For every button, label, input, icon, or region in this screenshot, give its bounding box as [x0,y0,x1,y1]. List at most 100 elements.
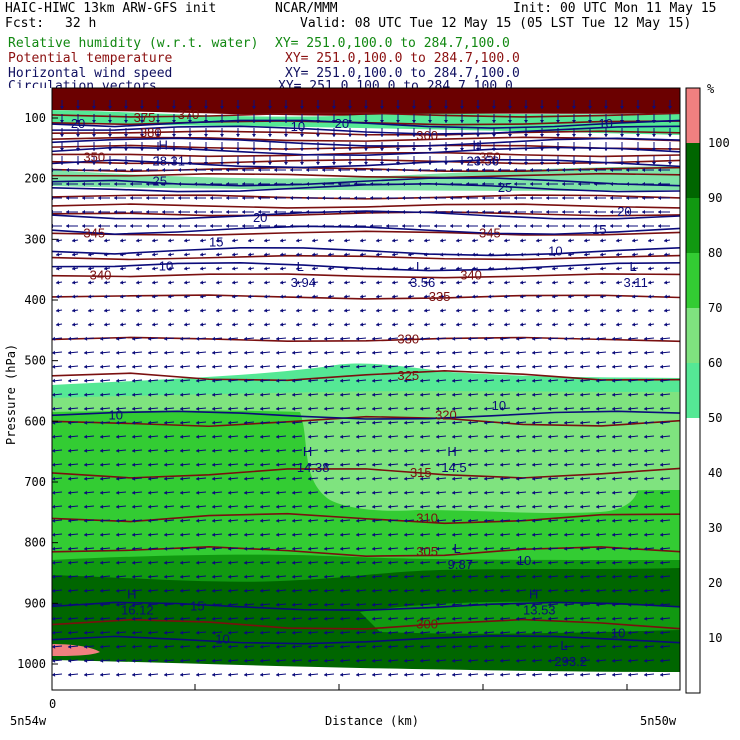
vector-arrowhead [228,420,232,425]
vector-arrowhead [228,504,232,509]
vector-arrowhead [356,518,360,523]
vector-arrowhead [530,210,533,214]
vector-arrowhead [124,120,128,123]
wind-speed-label: 10 [291,119,305,134]
vector-arrowhead [184,294,188,299]
vector-arrowhead [428,162,432,165]
vector-arrowhead [428,134,432,137]
vector-arrowhead [616,280,620,285]
vector-arrowhead [564,448,568,453]
vector-arrowhead [324,364,328,369]
vector-arrowhead [324,616,328,621]
vector-arrowhead [660,364,664,369]
vector-arrowhead [212,364,216,369]
vector-arrowhead [324,350,328,355]
vector-arrowhead [132,588,136,593]
vector-arrowhead [340,532,344,537]
vector-arrowhead [292,588,296,593]
vector-arrowhead [84,490,88,495]
vector-arrowhead [356,574,360,579]
field-vector-xy: XY= 251.0,100.0 to 284.7,100.0 [278,79,513,88]
vector-arrowhead [200,280,204,285]
wind-speed-label: 10 [159,259,173,274]
vector-arrowhead [548,392,552,397]
vector-arrowhead [468,546,472,551]
y-tick-label: 700 [24,475,46,489]
vector-arrowhead [324,546,328,551]
extremum-mark: L [629,259,636,274]
vector-arrowhead [388,378,392,383]
vector-arrowhead [180,658,184,663]
vector-arrowhead [546,196,549,200]
vector-arrowhead [324,504,328,509]
vector-arrowhead [296,322,300,327]
vector-arrowhead [500,518,504,523]
vector-arrowhead [124,162,128,165]
vector-arrowhead [180,476,184,481]
vector-arrowhead [212,420,216,425]
theta-label: 345 [479,225,501,240]
vector-arrowhead [548,644,552,649]
vector-arrowhead [404,602,408,607]
vector-arrowhead [372,490,376,495]
vector-arrowhead [354,224,357,228]
vector-arrowhead [164,476,168,481]
vector-arrowhead [242,182,245,186]
vector-arrowhead [484,588,488,593]
vector-arrowhead [196,392,200,397]
vector-arrowhead [66,210,69,214]
vector-arrowhead [388,490,392,495]
vector-arrowhead [242,224,245,228]
vector-arrowhead [232,294,236,299]
vector-arrowhead [52,518,56,523]
vector-arrowhead [98,168,101,172]
vector-arrowhead [564,616,568,621]
vector-arrowhead [408,294,412,299]
vector-arrowhead [392,238,396,243]
vector-arrowhead [260,378,264,383]
vector-arrowhead [296,252,300,257]
vector-arrowhead [356,434,360,439]
vector-arrowhead [668,120,672,123]
vector-arrowhead [356,630,360,635]
vector-arrowhead [316,162,320,165]
vector-arrowhead [248,280,252,285]
vector-arrowhead [436,406,440,411]
vector-arrowhead [372,406,376,411]
vector-arrowhead [324,602,328,607]
terrain [52,660,680,690]
vector-arrowhead [52,532,56,537]
vector-arrowhead [276,448,280,453]
vector-arrowhead [604,106,608,109]
vector-arrowhead [136,252,140,257]
vector-arrowhead [100,574,104,579]
vector-arrowhead [260,630,264,635]
vector-arrowhead [658,168,661,172]
vector-arrowhead [152,280,156,285]
extremum-value: 9.87 [448,557,473,572]
vector-arrowhead [372,504,376,509]
vector-arrowhead [104,322,108,327]
vector-arrowhead [216,322,220,327]
vector-arrowhead [348,162,352,165]
vector-arrowhead [644,588,648,593]
vector-arrowhead [468,644,472,649]
vector-arrowhead [92,148,96,151]
vector-arrowhead [436,420,440,425]
vector-arrowhead [116,434,120,439]
vector-arrowhead [322,168,325,172]
vector-arrowhead [548,616,552,621]
vector-arrowhead [152,322,156,327]
theta-label: 340 [90,268,112,283]
vector-arrowhead [628,518,632,523]
vector-arrowhead [172,134,176,137]
vector-arrowhead [468,504,472,509]
vector-arrowhead [610,210,613,214]
vector-arrowhead [524,162,528,165]
colorbar-bin [686,583,700,638]
vector-arrowhead [228,448,232,453]
vector-arrowhead [84,560,88,565]
vector-arrowhead [452,658,456,663]
vector-arrowhead [356,462,360,467]
vector-arrowhead [268,162,272,165]
